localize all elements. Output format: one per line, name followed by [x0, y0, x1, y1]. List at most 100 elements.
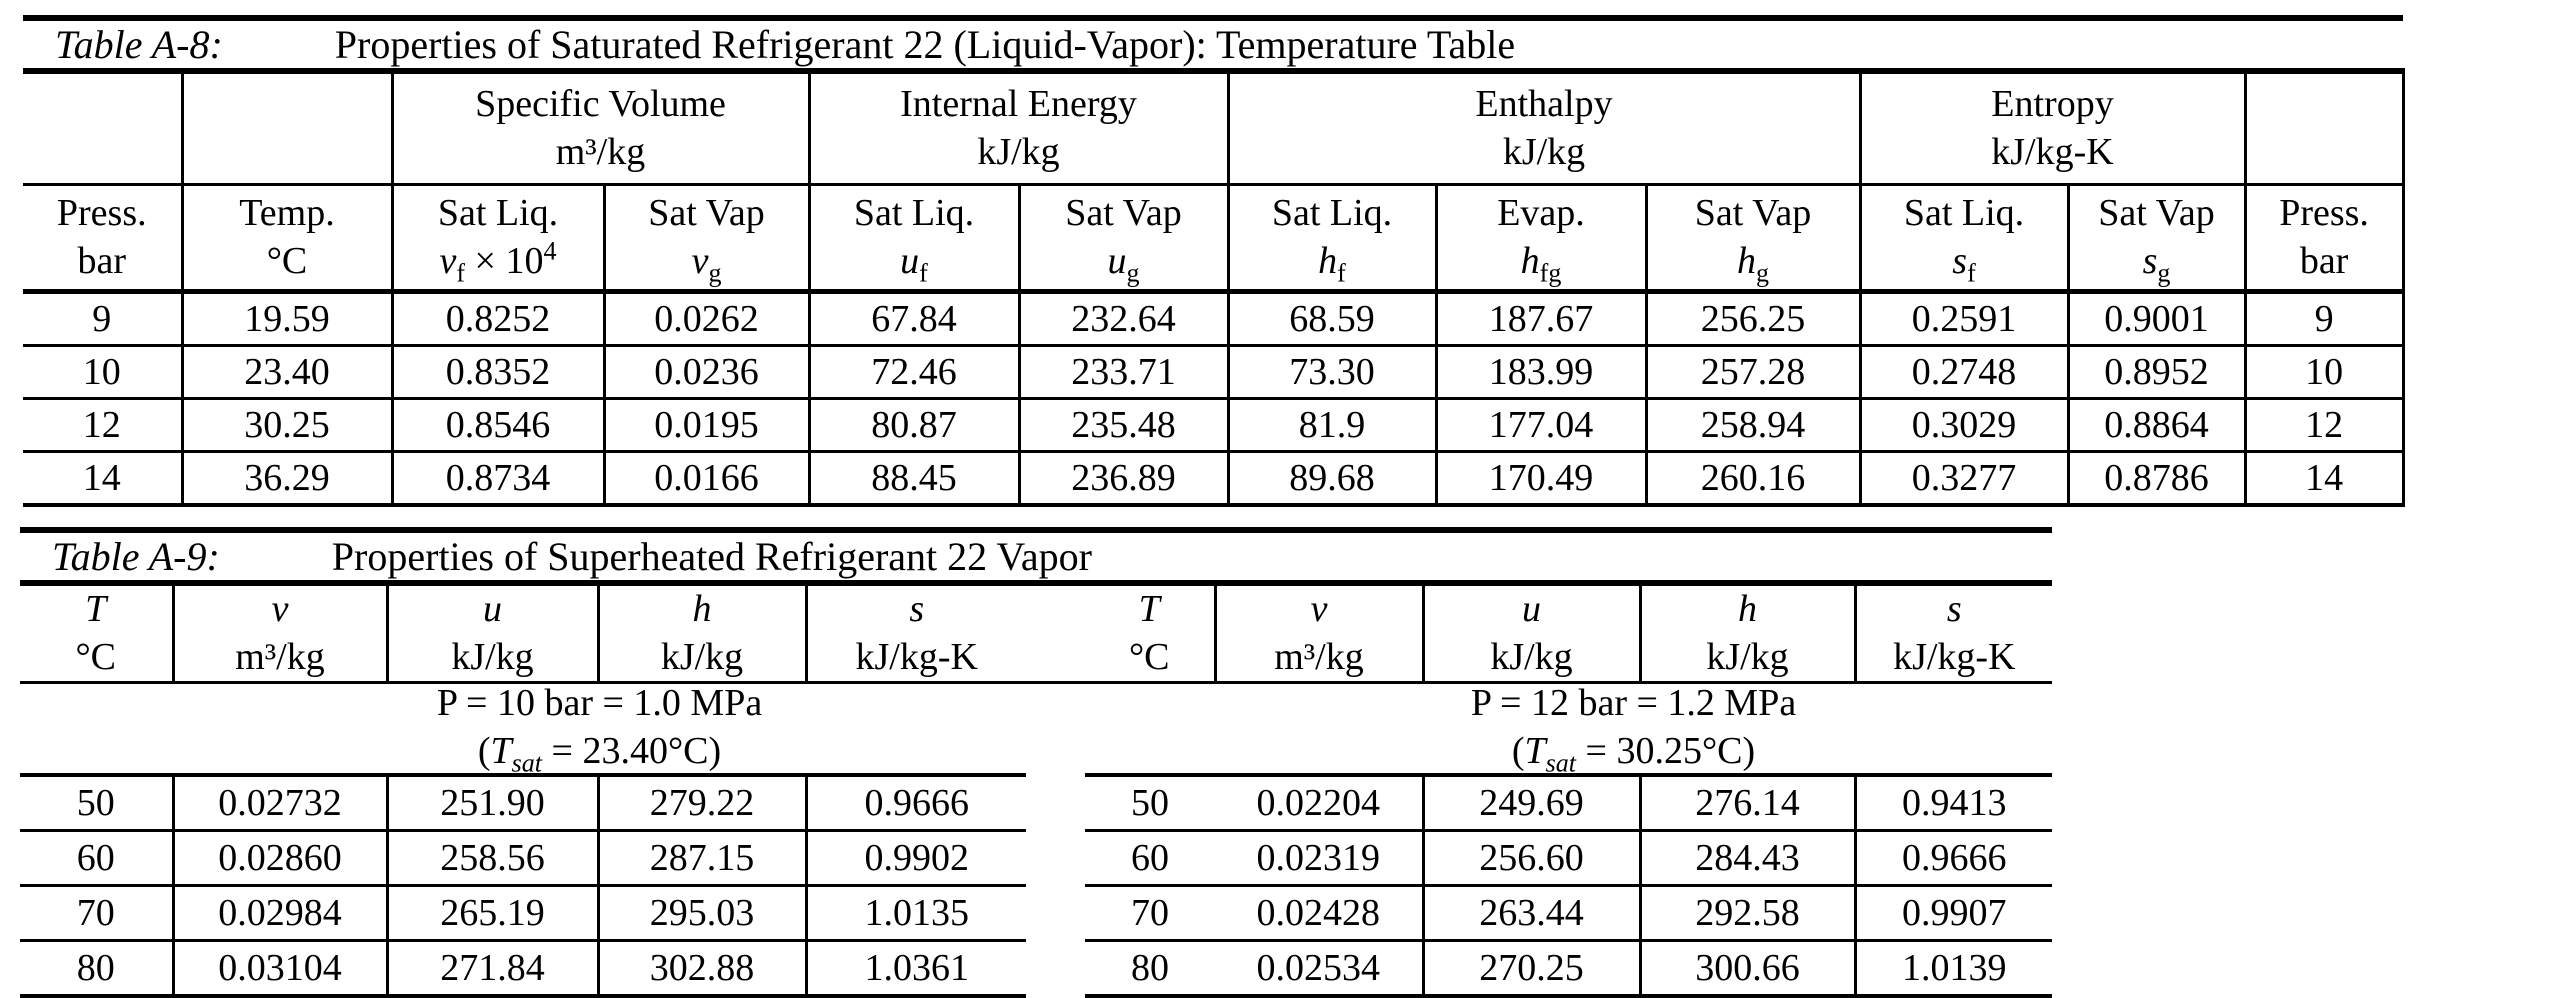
table-cell: 279.22: [598, 775, 808, 832]
a9-colh-h-left: h kJ/kg: [598, 583, 808, 684]
a8-colh-ug: Sat Vap ug: [1019, 184, 1230, 294]
table-row: 80 0.02534 270.25 300.66 1.0139: [1085, 940, 2053, 998]
table-cell: 50: [1085, 775, 1215, 832]
table-cell: 0.8252: [392, 291, 606, 347]
table-row: 9 19.59 0.8252 0.0262 67.84 232.64 68.59…: [23, 291, 2405, 347]
a8-group-spacer-press: [23, 71, 184, 186]
table-cell: 67.84: [809, 291, 1021, 347]
table-cell: 0.0166: [604, 451, 811, 507]
table-cell: 0.2591: [1860, 291, 2070, 347]
table-cell: 30.25: [182, 398, 394, 453]
a8-title-label: Table A-8:: [55, 22, 223, 67]
a9-title-row: Table A-9: Properties of Superheated Refr…: [20, 530, 2053, 586]
table-cell: 81.9: [1228, 398, 1438, 453]
a9-title-label: Table A-9:: [52, 534, 220, 579]
a9-colh-h-right: h kJ/kg: [1640, 583, 1857, 684]
a9-title-text: Properties of Superheated Refrigerant 22…: [331, 534, 1092, 579]
table-row: 70 0.02428 263.44 292.58 0.9907: [1085, 885, 2053, 942]
a9-left-tsat-label: (Tsat = 23.40°C): [173, 729, 1027, 777]
table-cell: 287.15: [598, 830, 808, 887]
table-cell: 233.71: [1019, 345, 1230, 400]
table-cell: 300.66: [1640, 940, 1857, 998]
table-cell: 0.02428: [1215, 885, 1425, 942]
table-cell: 170.49: [1436, 451, 1648, 507]
table-cell: 260.16: [1646, 451, 1862, 507]
a8-group-internal-energy: Internal Energy kJ/kg: [809, 71, 1230, 186]
table-cell: 256.25: [1646, 291, 1862, 347]
table-cell: 0.0195: [604, 398, 811, 453]
a9-colh-v-right: v m³/kg: [1215, 583, 1425, 684]
table-cell: 263.44: [1423, 885, 1642, 942]
a8-colh-sf: Sat Liq. sf: [1860, 184, 2070, 294]
a9-right-tsat-row: (Tsat = 30.25°C): [1085, 729, 2053, 777]
a9-left-pressure-row: P = 10 bar = 1.0 MPa: [20, 677, 1026, 729]
table-a9-header: Table A-9: Properties of Superheated Refr…: [20, 527, 2053, 684]
a8-colh-hfg: Evap. hfg: [1436, 184, 1648, 294]
table-cell: 14: [2245, 451, 2405, 507]
a8-group-header-row: Specific Volume m³/kg Internal Energy kJ…: [23, 71, 2405, 186]
table-cell: 60: [1085, 830, 1215, 887]
table-cell: 0.2748: [1860, 345, 2070, 400]
a9-right-pressure-row: P = 12 bar = 1.2 MPa: [1085, 677, 2052, 729]
table-cell: 72.46: [809, 345, 1021, 400]
a9-right-sub-spacer: [1085, 677, 1215, 729]
table-cell: 0.8546: [392, 398, 606, 453]
table-cell: 36.29: [182, 451, 394, 507]
table-cell: 12: [2245, 398, 2405, 453]
table-cell: 292.58: [1640, 885, 1857, 942]
table-row: 12 30.25 0.8546 0.0195 80.87 235.48 81.9…: [23, 398, 2405, 453]
table-cell: 9: [2245, 291, 2405, 347]
table-cell: 70: [1085, 885, 1215, 942]
table-cell: 68.59: [1228, 291, 1438, 347]
table-cell: 258.56: [387, 830, 600, 887]
a8-group-spacer-press-right: [2245, 71, 2405, 186]
a9-left-tsat-row: (Tsat = 23.40°C): [20, 729, 1027, 777]
a9-colh-T-right: T °C: [1085, 583, 1217, 684]
a9-right-tsat-label: (Tsat = 30.25°C): [1215, 729, 2053, 777]
table-cell: 1.0135: [806, 885, 1027, 942]
table-cell: 284.43: [1640, 830, 1857, 887]
table-cell: 0.02860: [173, 830, 389, 887]
table-row: 50 0.02732 251.90 279.22 0.9666: [20, 775, 1027, 832]
a8-group-specific-volume: Specific Volume m³/kg: [392, 71, 811, 186]
table-cell: 0.02534: [1215, 940, 1425, 998]
a8-title-row: Table A-8: Properties of Saturated Refrig…: [23, 18, 2404, 74]
table-cell: 187.67: [1436, 291, 1648, 347]
a8-group-entropy: Entropy kJ/kg-K: [1860, 71, 2247, 186]
a9-title: Table A-9: Properties of Superheated Refr…: [20, 530, 2053, 586]
a8-colh-uf: Sat Liq. uf: [809, 184, 1021, 294]
a9-column-header-row: T °C v m³/kg u kJ/kg h kJ/kg s kJ/kg-K T: [20, 583, 2053, 684]
table-cell: 1.0361: [806, 940, 1027, 998]
table-cell: 80.87: [809, 398, 1021, 453]
a9-left-sub-spacer: [20, 677, 173, 729]
table-cell: 0.8734: [392, 451, 606, 507]
table-cell: 271.84: [387, 940, 600, 998]
table-a9-left: P = 10 bar = 1.0 MPa (Tsat = 23.40°C) 50…: [20, 677, 1027, 998]
a8-colh-press-right: Press. bar: [2245, 184, 2405, 294]
table-cell: 1.0139: [1855, 940, 2053, 998]
a9-colh-T-left: T °C: [20, 583, 175, 684]
table-cell: 0.3029: [1860, 398, 2070, 453]
table-cell: 0.9666: [806, 775, 1027, 832]
table-cell: 0.02204: [1215, 775, 1425, 832]
table-a9-right: P = 12 bar = 1.2 MPa (Tsat = 30.25°C) 50…: [1085, 677, 2053, 998]
table-cell: 232.64: [1019, 291, 1230, 347]
table-cell: 88.45: [809, 451, 1021, 507]
table-cell: 257.28: [1646, 345, 1862, 400]
a8-column-header-row: Press. bar Temp. °C Sat Liq. vf × 104 Sa…: [23, 184, 2405, 294]
table-cell: 73.30: [1228, 345, 1438, 400]
table-cell: 258.94: [1646, 398, 1862, 453]
table-cell: 89.68: [1228, 451, 1438, 507]
table-row: 80 0.03104 271.84 302.88 1.0361: [20, 940, 1027, 998]
a9-colh-v-left: v m³/kg: [173, 583, 389, 684]
a8-title-text: Properties of Saturated Refrigerant 22 (…: [334, 22, 1516, 67]
a8-title: Table A-8: Properties of Saturated Refrig…: [23, 18, 2404, 74]
table-cell: 0.0262: [604, 291, 811, 347]
a9-colh-gap: [1026, 583, 1085, 684]
table-cell: 70: [20, 885, 175, 942]
table-cell: 0.9666: [1855, 830, 2053, 887]
a9-right-tsat-spacer: [1085, 729, 1215, 777]
table-cell: 0.8952: [2068, 345, 2247, 400]
table-cell: 295.03: [598, 885, 808, 942]
table-cell: 0.03104: [173, 940, 389, 998]
